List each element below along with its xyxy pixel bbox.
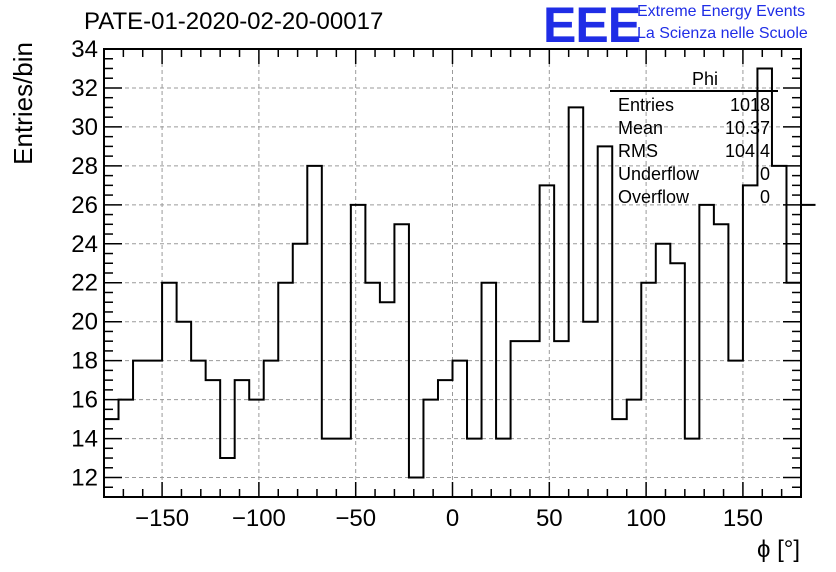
y-tick-label: 14 xyxy=(71,426,98,453)
stats-label: Entries xyxy=(618,95,675,115)
logo-text-line2: La Scienza nelle Scuole xyxy=(637,25,808,42)
histogram-bin xyxy=(496,439,511,497)
histogram-bin xyxy=(569,107,584,497)
histogram-bin xyxy=(365,283,380,497)
histogram-bin xyxy=(670,263,685,497)
x-tick-label: 0 xyxy=(446,505,459,532)
stats-value: 0 xyxy=(759,164,770,184)
histogram-bin xyxy=(191,361,206,497)
stats-box: Phi Entries 1018 Mean 10.37 RMS 104.4 Un… xyxy=(610,68,778,209)
histogram-bin xyxy=(540,185,555,497)
y-tick-label: 24 xyxy=(71,231,98,258)
histogram-bin xyxy=(409,478,424,497)
stats-value: 1018 xyxy=(729,95,770,115)
x-tick-label: −150 xyxy=(135,505,189,532)
x-tick-label: 50 xyxy=(536,505,563,532)
histogram-bin xyxy=(627,400,642,497)
histogram-bin xyxy=(322,439,337,497)
stats-label: Mean xyxy=(618,118,664,138)
stats-row-rms: RMS 104.4 xyxy=(610,140,778,163)
stats-label: Underflow xyxy=(618,164,700,184)
histogram-bin xyxy=(293,244,308,497)
histogram-bin xyxy=(801,205,816,497)
histogram-bin xyxy=(133,361,148,497)
histogram-bin xyxy=(394,224,409,497)
histogram-bin xyxy=(177,322,192,497)
stats-value: 0 xyxy=(759,187,770,207)
x-tick-label: −100 xyxy=(232,505,286,532)
x-tick-label: −50 xyxy=(335,505,376,532)
y-tick-label: 16 xyxy=(71,387,98,414)
histogram-bin xyxy=(772,166,787,497)
histogram-bin xyxy=(220,458,235,497)
stats-value: 10.37 xyxy=(724,118,770,138)
histogram-bin xyxy=(656,244,671,497)
stats-row-underflow: Underflow 0 xyxy=(610,163,778,186)
logo-text-line1: Extreme Energy Events xyxy=(637,3,806,20)
histogram-bin xyxy=(162,283,177,497)
y-tick-label: 26 xyxy=(71,192,98,219)
y-tick-label: 12 xyxy=(71,465,98,492)
histogram-bin xyxy=(423,400,438,497)
histogram-bin xyxy=(467,439,482,497)
y-tick-label: 34 xyxy=(71,36,98,63)
x-tick-label: 150 xyxy=(723,505,763,532)
histogram-bin xyxy=(307,166,322,497)
eee-logo: EEE xyxy=(543,0,641,53)
histogram-bin xyxy=(380,302,395,497)
histogram-bin xyxy=(438,380,453,497)
histogram-bin xyxy=(148,361,163,497)
histogram-bin xyxy=(119,400,134,497)
stats-row-overflow: Overflow 0 xyxy=(610,186,778,209)
histogram-bin xyxy=(511,341,526,497)
histogram-bin xyxy=(278,283,293,497)
y-tick-label: 18 xyxy=(71,348,98,375)
y-tick-label: 28 xyxy=(71,153,98,180)
histogram-bin xyxy=(235,380,250,497)
histogram-bin xyxy=(351,205,366,497)
histogram-bin xyxy=(206,380,221,497)
y-tick-label: 32 xyxy=(71,75,98,102)
histogram-bin xyxy=(525,341,540,497)
histogram-bin xyxy=(482,283,497,497)
histogram-bin xyxy=(554,341,569,497)
histogram-bin xyxy=(728,361,743,497)
histogram-bin xyxy=(453,361,468,497)
histogram-bin xyxy=(336,439,351,497)
histogram-bin xyxy=(583,322,598,497)
histogram-bin xyxy=(641,283,656,497)
stats-row-entries: Entries 1018 xyxy=(610,94,778,117)
y-tick-label: 20 xyxy=(71,309,98,336)
histogram-bin xyxy=(714,224,729,497)
histogram-bin xyxy=(699,205,714,497)
y-tick-label: 22 xyxy=(71,270,98,297)
stats-value: 104.4 xyxy=(724,141,770,161)
histogram-bin xyxy=(264,361,279,497)
stats-row-mean: Mean 10.37 xyxy=(610,117,778,140)
stats-divider xyxy=(610,90,778,92)
x-tick-label: 100 xyxy=(626,505,666,532)
histogram-bin xyxy=(612,419,627,497)
stats-histogram-name: Phi xyxy=(691,69,718,89)
histogram-series xyxy=(104,67,816,479)
y-tick-label: 30 xyxy=(71,114,98,141)
stats-label: RMS xyxy=(618,141,658,161)
y-axis-label: Entries/bin xyxy=(8,42,38,165)
stats-label: Overflow xyxy=(618,187,690,207)
histogram-bin xyxy=(685,439,700,497)
chart-title: PATE-01-2020-02-20-00017 xyxy=(84,8,384,35)
histogram-bin xyxy=(249,400,264,497)
histogram-bin xyxy=(743,185,758,497)
x-axis-label: ϕ [°] xyxy=(757,536,800,563)
